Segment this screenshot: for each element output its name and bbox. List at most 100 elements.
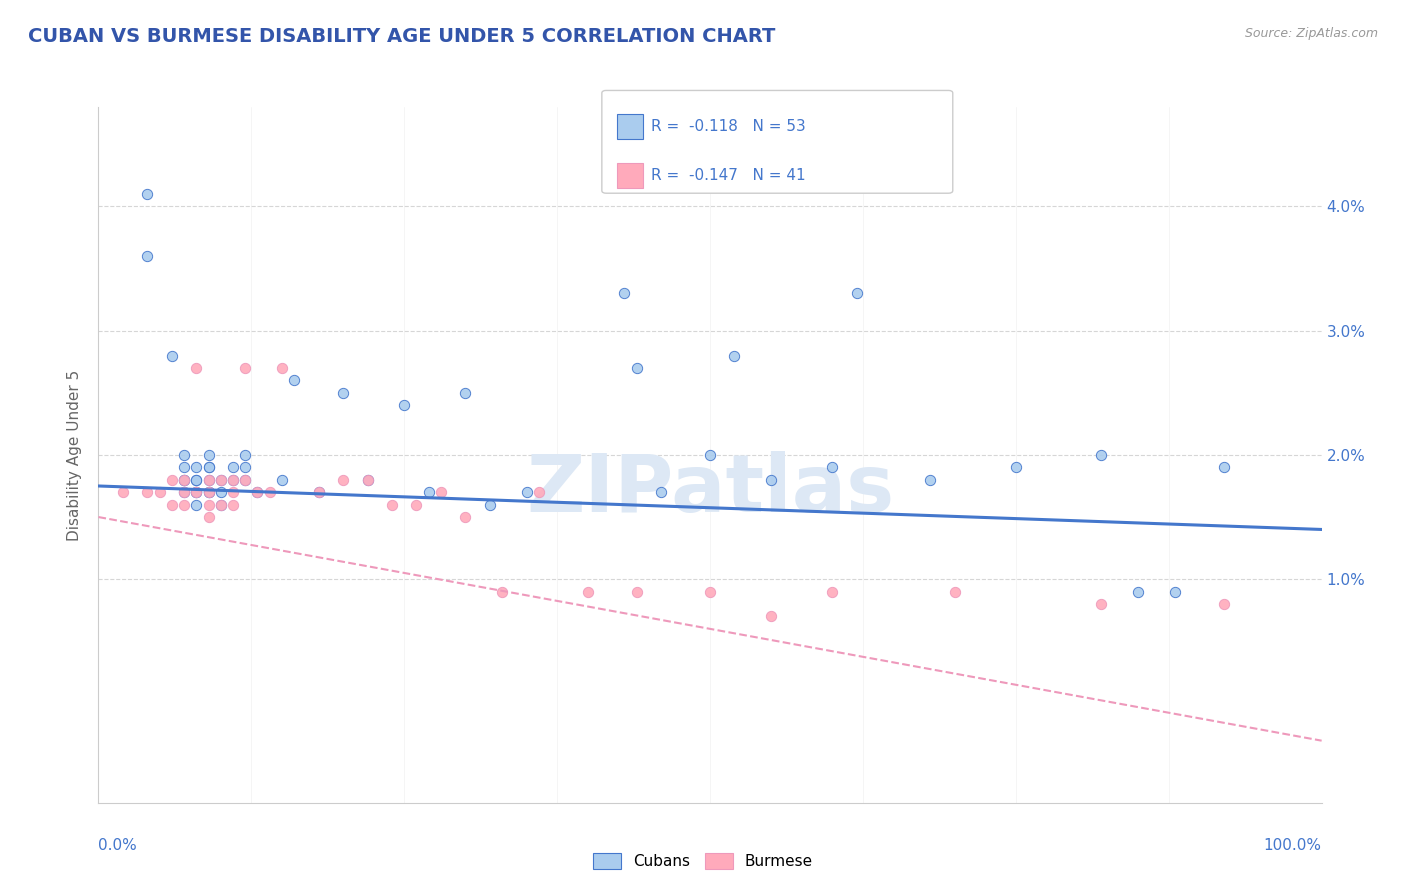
Point (209, 485, 232, 500)
Point (233, 473, 256, 487)
Point (283, 373, 305, 387)
Point (173, 460, 195, 475)
Point (173, 448, 195, 462)
Point (160, 349, 183, 363)
Point (173, 485, 195, 500)
Point (270, 361, 294, 376)
Point (209, 473, 232, 487)
Point (186, 460, 208, 475)
Point (222, 460, 245, 475)
Point (186, 473, 208, 487)
Point (1004, 460, 1026, 475)
Point (430, 485, 453, 500)
Point (197, 498, 219, 512)
Point (173, 473, 195, 487)
Point (233, 473, 256, 487)
Point (454, 510, 477, 524)
Point (845, 286, 868, 301)
Point (491, 584, 513, 599)
Point (246, 485, 269, 500)
Text: R =  -0.147   N = 41: R = -0.147 N = 41 (651, 168, 806, 183)
Point (626, 584, 648, 599)
Point (222, 485, 245, 500)
Point (173, 485, 195, 500)
Point (381, 498, 404, 512)
Point (186, 485, 208, 500)
Point (821, 460, 844, 475)
Point (478, 498, 501, 512)
Point (197, 485, 219, 500)
Point (160, 473, 183, 487)
Point (1212, 597, 1234, 611)
Point (1090, 597, 1112, 611)
Point (308, 485, 330, 500)
Point (197, 485, 219, 500)
Point (233, 460, 256, 475)
Point (197, 460, 219, 475)
Point (392, 398, 416, 412)
Point (136, 485, 159, 500)
Point (136, 249, 159, 263)
Point (699, 584, 721, 599)
Point (332, 385, 354, 400)
Point (1164, 584, 1187, 599)
Point (613, 286, 636, 301)
Point (650, 485, 672, 500)
Text: R =  -0.118   N = 53: R = -0.118 N = 53 (651, 119, 806, 134)
Point (111, 485, 134, 500)
Text: ZIPatlas: ZIPatlas (526, 450, 894, 529)
Point (723, 349, 745, 363)
Point (943, 584, 966, 599)
Point (1128, 584, 1150, 599)
Point (173, 498, 195, 512)
Point (699, 448, 721, 462)
Point (356, 473, 378, 487)
Point (197, 510, 219, 524)
Point (418, 485, 440, 500)
Point (209, 498, 232, 512)
Point (332, 473, 354, 487)
Text: CUBAN VS BURMESE DISABILITY AGE UNDER 5 CORRELATION CHART: CUBAN VS BURMESE DISABILITY AGE UNDER 5 … (28, 27, 776, 45)
Point (186, 498, 208, 512)
Point (246, 485, 269, 500)
Point (222, 473, 245, 487)
Point (527, 485, 550, 500)
Point (173, 473, 195, 487)
Point (197, 473, 219, 487)
Point (197, 460, 219, 475)
Point (233, 448, 256, 462)
Point (222, 498, 245, 512)
Point (920, 473, 942, 487)
Y-axis label: Disability Age Under 5: Disability Age Under 5 (67, 369, 83, 541)
Text: Source: ZipAtlas.com: Source: ZipAtlas.com (1244, 27, 1378, 40)
Point (197, 473, 219, 487)
Point (209, 473, 232, 487)
Point (270, 473, 294, 487)
Point (136, 187, 159, 202)
Point (222, 473, 245, 487)
Point (149, 485, 172, 500)
Legend: Cubans, Burmese: Cubans, Burmese (586, 847, 820, 875)
Point (761, 609, 783, 624)
Point (454, 385, 477, 400)
Point (186, 361, 208, 376)
Point (405, 498, 427, 512)
Point (308, 485, 330, 500)
Point (761, 473, 783, 487)
Point (186, 473, 208, 487)
Point (259, 485, 281, 500)
Point (356, 473, 378, 487)
Point (821, 584, 844, 599)
Point (160, 498, 183, 512)
Point (233, 361, 256, 376)
Point (576, 584, 599, 599)
Point (1212, 460, 1234, 475)
Point (186, 485, 208, 500)
Point (1090, 448, 1112, 462)
Point (197, 485, 219, 500)
Point (197, 448, 219, 462)
Point (186, 485, 208, 500)
Point (626, 361, 648, 376)
Text: 0.0%: 0.0% (98, 838, 138, 854)
Text: 100.0%: 100.0% (1264, 838, 1322, 854)
